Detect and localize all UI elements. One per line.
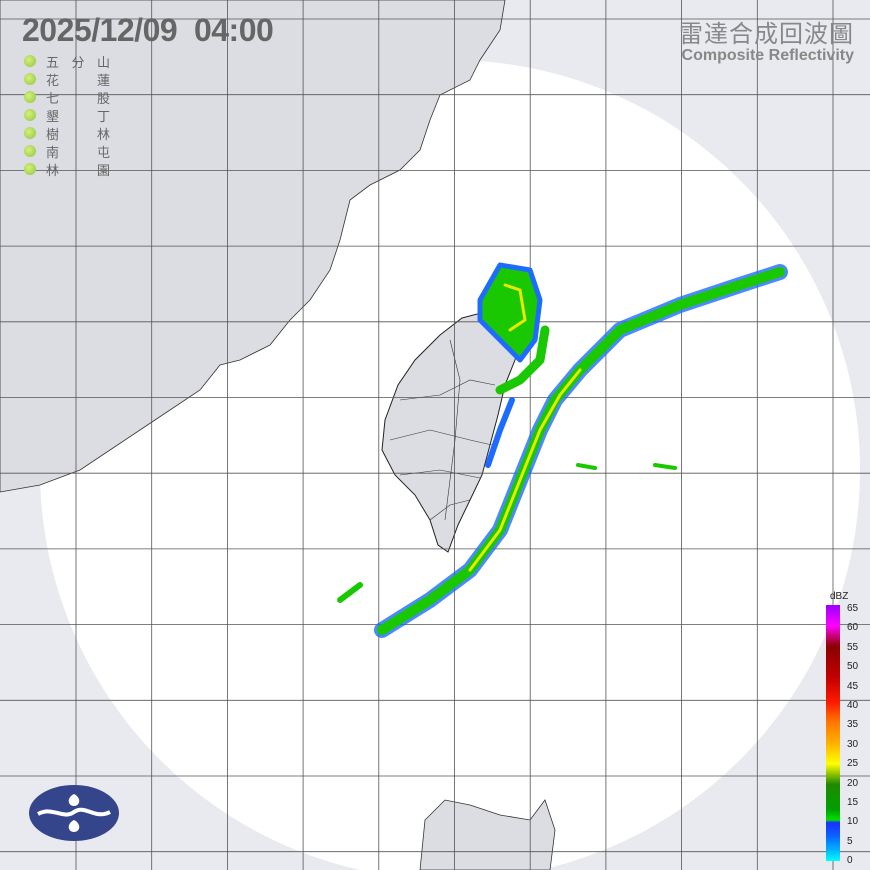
status-dot-icon <box>24 163 36 175</box>
status-dot-icon <box>24 73 36 85</box>
station-item: 樹林 <box>24 124 110 142</box>
station-char: 林 <box>96 126 110 142</box>
colorbar-label: 55 <box>847 641 859 653</box>
station-char: 山 <box>96 54 110 70</box>
station-item: 墾丁 <box>24 106 110 124</box>
status-dot-icon <box>24 55 36 67</box>
station-item: 南屯 <box>24 142 110 160</box>
status-dot-icon <box>24 145 36 157</box>
colorbar-label: 0 <box>847 855 853 867</box>
station-char: 屯 <box>96 144 110 160</box>
colorbar-label: 5 <box>847 835 853 847</box>
status-dot-icon <box>24 109 36 121</box>
station-char: 南 <box>46 144 60 160</box>
product-title-en: Composite Reflectivity <box>681 47 854 64</box>
colorbar-label: 15 <box>847 797 859 808</box>
colorbar-label: 20 <box>847 777 859 789</box>
colorbar-label: 10 <box>847 816 859 828</box>
colorbar-label: 65 <box>847 603 859 614</box>
reflectivity-colorbar <box>826 605 840 861</box>
station-item: 七股 <box>24 88 110 106</box>
station-char: 園 <box>96 162 110 178</box>
colorbar-label: 30 <box>847 738 859 750</box>
colorbar-label: 50 <box>847 661 859 673</box>
station-char: 五 <box>46 54 60 70</box>
luzon-land <box>419 799 556 870</box>
colorbar-label: 60 <box>847 622 859 634</box>
radar-echoes <box>337 262 788 638</box>
colorbar-label: 40 <box>847 700 859 711</box>
station-char: 樹 <box>46 126 60 142</box>
status-dot-icon <box>24 91 36 103</box>
station-char: 七 <box>46 90 60 106</box>
product-title: 雷達合成回波圖 Composite Reflectivity <box>679 14 854 65</box>
colorbar-label: 25 <box>847 758 859 770</box>
station-item: 花蓮 <box>24 70 110 88</box>
station-char: 墾 <box>46 108 60 124</box>
colorbar-unit: dBZ <box>830 591 849 602</box>
station-char: 丁 <box>96 108 110 124</box>
datetime-title: 2025/12/09 04:00 <box>22 12 274 48</box>
station-item: 林園 <box>24 160 110 178</box>
station-char: 股 <box>96 90 110 106</box>
colorbar-label: 35 <box>847 719 859 731</box>
status-dot-icon <box>24 127 36 139</box>
radar-station-list: 五分山 花蓮 七股 墾丁 樹林 南屯 林園 <box>24 52 110 178</box>
cwa-logo-icon <box>29 785 119 841</box>
station-char: 花 <box>46 72 60 88</box>
product-title-zh: 雷達合成回波圖 <box>679 21 854 48</box>
station-item: 五分山 <box>24 52 110 70</box>
station-char: 分 <box>71 54 85 70</box>
colorbar-label: 45 <box>847 680 859 692</box>
station-char: 林 <box>46 162 60 178</box>
station-char: 蓮 <box>96 72 110 88</box>
